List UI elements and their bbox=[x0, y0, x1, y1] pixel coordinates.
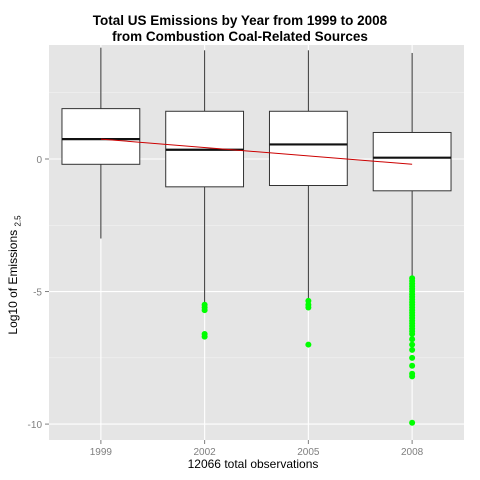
chart-title-line-1: Total US Emissions by Year from 1999 to … bbox=[92, 13, 388, 28]
y-axis-label: Log10 of Emissions 2.5 bbox=[6, 155, 22, 395]
chart-title: Total US Emissions by Year from 1999 to … bbox=[0, 13, 480, 45]
outlier-point bbox=[409, 354, 416, 361]
trend-line bbox=[100, 138, 413, 165]
y-tick-label: -5 bbox=[33, 288, 42, 299]
outlier-point bbox=[305, 304, 312, 311]
box-iqr bbox=[268, 110, 348, 187]
outlier-point bbox=[409, 346, 416, 353]
outlier-point bbox=[409, 362, 416, 369]
y-tick-label: 0 bbox=[36, 155, 42, 166]
outlier-point bbox=[409, 336, 416, 343]
outlier-point bbox=[409, 419, 416, 426]
plot-panel bbox=[49, 45, 464, 440]
outlier-point bbox=[201, 307, 208, 314]
y-tick-label: -10 bbox=[28, 420, 43, 431]
x-tick-label: 2002 bbox=[194, 447, 217, 458]
y-axis-label-subscript: 2.5 bbox=[13, 215, 23, 227]
outlier-point bbox=[201, 333, 208, 340]
chart-title-line-2: from Combustion Coal-Related Sources bbox=[112, 29, 368, 44]
box-iqr bbox=[61, 108, 141, 165]
x-tick-label: 1999 bbox=[90, 447, 113, 458]
box-iqr bbox=[372, 131, 452, 192]
x-tick-label: 2008 bbox=[401, 447, 424, 458]
y-axis-label-text: Log10 of Emissions bbox=[6, 229, 20, 335]
outlier-point bbox=[409, 330, 416, 337]
outlier-point bbox=[409, 373, 416, 380]
outlier-point bbox=[409, 341, 416, 348]
x-tick-label: 2005 bbox=[297, 447, 320, 458]
outlier-point bbox=[305, 341, 312, 348]
x-axis-label: 12066 total observations bbox=[187, 457, 319, 471]
